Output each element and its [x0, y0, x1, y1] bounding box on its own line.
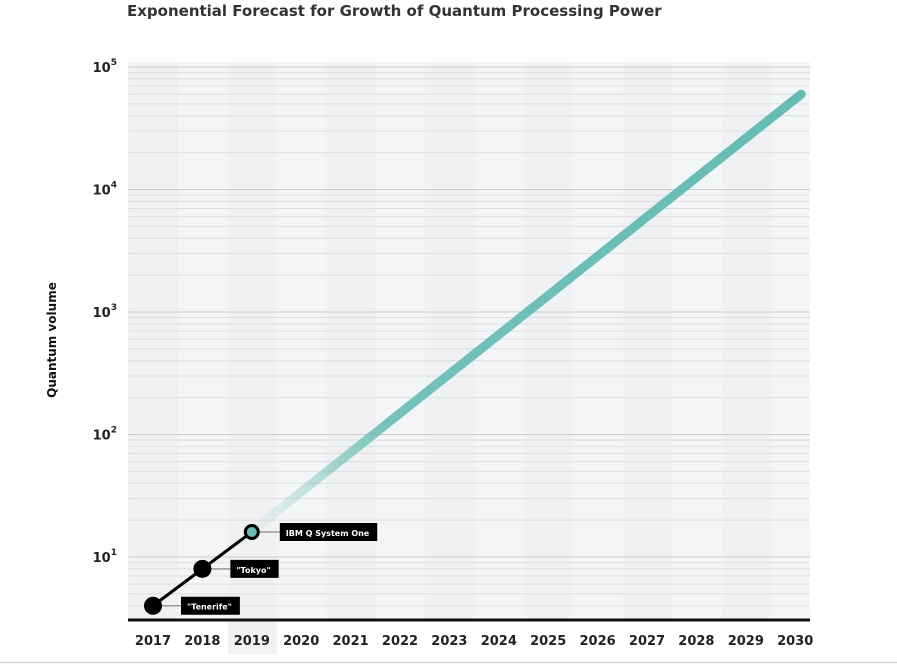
forecast-line [251, 89, 806, 533]
data-point [144, 596, 162, 615]
y-tick-base: 10 [93, 306, 111, 321]
label-box [181, 596, 240, 615]
x-tick-label: 2029 [728, 634, 764, 649]
divider [0, 662, 897, 663]
y-tick-exponent: 3 [111, 303, 117, 313]
y-tick-exponent: 2 [111, 426, 117, 436]
y-tick-exponent: 1 [111, 548, 117, 558]
x-tick-label: 2019 [234, 634, 270, 649]
y-tick-label: 102 [93, 426, 117, 444]
x-tick-label: 2027 [629, 634, 665, 649]
x-tick-label: 2024 [481, 634, 517, 649]
y-tick-base: 10 [93, 184, 111, 199]
data-point [193, 559, 212, 578]
label-box [279, 522, 378, 541]
y-tick-label: 103 [93, 303, 117, 321]
y-tick-exponent: 4 [111, 181, 117, 191]
point-label: IBM Q System One [286, 529, 370, 538]
x-tick-label: 2020 [283, 634, 319, 649]
column-band [129, 62, 178, 620]
x-tick-label: 2017 [135, 634, 171, 649]
y-tick-exponent: 5 [111, 58, 117, 68]
x-tick-label: 2023 [431, 634, 467, 649]
x-tick-label: 2030 [777, 634, 813, 649]
label-box [230, 559, 279, 578]
point-label: "Tokyo" [236, 566, 270, 575]
x-tick-label: 2022 [382, 634, 418, 649]
y-tick-label: 101 [93, 548, 117, 566]
column-band [623, 62, 672, 620]
highlight-year-band [227, 620, 277, 654]
y-tick-label: 105 [93, 58, 117, 76]
y-tick-base: 10 [93, 61, 111, 76]
column-band [721, 62, 771, 620]
data-point-inner [246, 526, 257, 537]
column-band [524, 62, 574, 620]
y-tick-base: 10 [93, 429, 111, 444]
x-tick-label: 2018 [184, 634, 220, 649]
x-tick-label: 2028 [678, 634, 714, 649]
point-label: "Tenerife" [187, 603, 232, 612]
x-tick-label: 2021 [333, 634, 369, 649]
x-tick-label: 2026 [580, 634, 616, 649]
x-tick-label: 2025 [530, 634, 566, 649]
y-tick-base: 10 [93, 551, 111, 566]
column-band [425, 62, 475, 620]
y-tick-label: 104 [93, 181, 117, 199]
chart-title: Exponential Forecast for Growth of Quant… [127, 2, 662, 20]
